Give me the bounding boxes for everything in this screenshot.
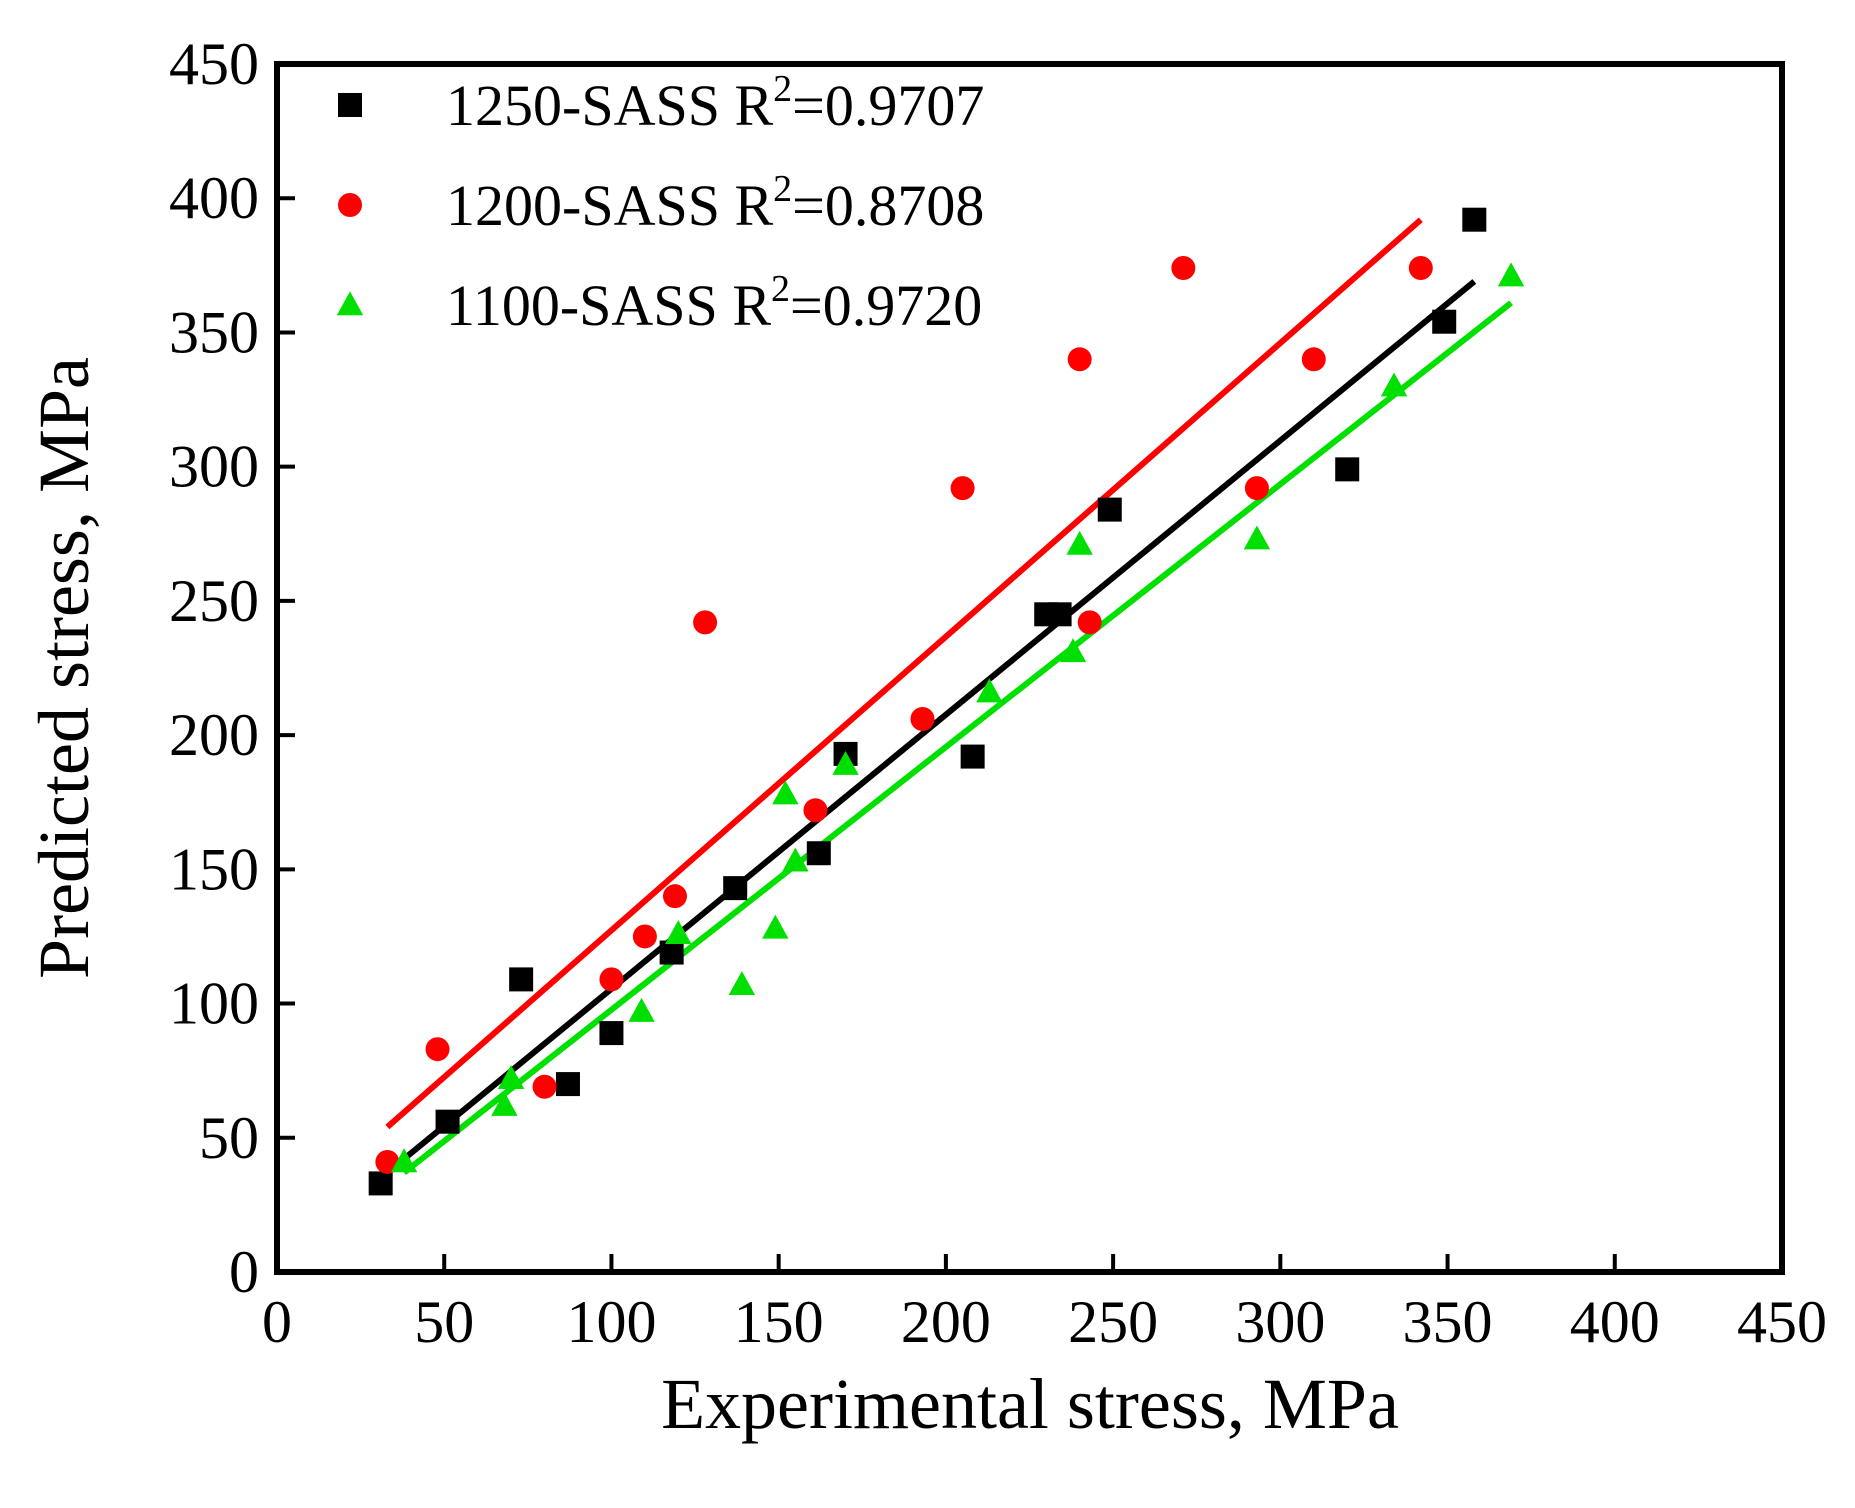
square-data-point [1335, 457, 1360, 482]
y-tick-label: 50 [199, 1105, 259, 1171]
legend-marker-circle [338, 193, 362, 217]
x-tick-label: 250 [1068, 1289, 1158, 1355]
triangle-data-point [491, 1091, 518, 1116]
legend-marker-triangle [336, 291, 364, 316]
triangle-data-point [1059, 638, 1087, 663]
x-tick-label: 450 [1737, 1289, 1827, 1355]
triangle-data-point [976, 678, 1003, 703]
circle-data-point [1301, 347, 1326, 372]
circle-data-point [910, 707, 935, 732]
circle-data-point [1244, 476, 1269, 501]
triangle-data-point [665, 920, 692, 945]
square-data-point [806, 841, 831, 866]
x-tick-label: 300 [1235, 1289, 1325, 1355]
circle-data-point [1067, 347, 1092, 372]
circle-data-point [662, 884, 687, 909]
x-tick-label: 100 [566, 1289, 656, 1355]
legend-r2-value: =0.9707 [792, 73, 984, 138]
x-axis-title: Experimental stress, MPa [661, 1364, 1399, 1444]
circle-data-point [425, 1037, 450, 1062]
square-data-point [659, 940, 684, 965]
square-data-point [435, 1109, 460, 1134]
x-tick-label: 0 [262, 1289, 292, 1355]
triangle-data-point [497, 1065, 525, 1089]
axis-ticks: 0 50 100 150 200 250 300 350 400 450 0 50 100 150 200 2… [169, 31, 1827, 1355]
triangle-data-point [728, 971, 756, 996]
circle-data-point [1077, 610, 1102, 635]
y-tick-label: 400 [169, 165, 259, 231]
legend-label: 1100-SASS R2=0.9720 [446, 268, 982, 338]
triangle-data-point [1066, 530, 1093, 555]
y-tick-label: 450 [169, 31, 259, 97]
legend-r2-value: =0.8708 [792, 173, 984, 238]
square-data-point [960, 744, 985, 769]
triangle-data-point [628, 997, 655, 1022]
square-data-point [1047, 602, 1072, 627]
y-axis-title: Predicted stress, MPa [24, 357, 104, 979]
triangle-data-point [782, 847, 809, 872]
x-tick-label: 150 [734, 1289, 824, 1355]
square-data-point [723, 876, 748, 901]
legend-series-name: 1100-SASS R [446, 273, 771, 338]
triangle-data-point [762, 914, 789, 939]
legend-r2-value: =0.9720 [790, 273, 982, 338]
x-tick-label: 350 [1403, 1289, 1493, 1355]
fit-lines [378, 217, 1513, 1181]
triangle-data-point [1380, 372, 1408, 397]
x-tick-label: 200 [901, 1289, 991, 1355]
square-data-point [509, 967, 534, 992]
legend-marker-square [338, 93, 362, 117]
legend-r2-superscript: 2 [773, 168, 792, 210]
circle-data-point [632, 924, 657, 949]
y-tick-label: 250 [169, 568, 259, 634]
circle-series-fit-line [385, 217, 1423, 1130]
legend-r2-superscript: 2 [771, 268, 790, 310]
square-data-point [1462, 207, 1487, 232]
circle-data-point [693, 610, 718, 635]
y-tick-label: 300 [169, 434, 259, 500]
data-points [368, 207, 1525, 1196]
triangle-data-point [1243, 525, 1271, 550]
legend-r2-superscript: 2 [773, 68, 792, 110]
circle-data-point [803, 798, 828, 823]
square-data-point [1432, 309, 1457, 334]
legend-series-name: 1200-SASS R [446, 173, 773, 238]
legend-series-name: 1250-SASS R [446, 73, 773, 138]
triangle-data-point [832, 750, 859, 775]
square-data-point [555, 1072, 580, 1097]
plot-frame [274, 61, 1785, 1275]
circle-data-point [1408, 256, 1433, 281]
x-tick-label: 400 [1570, 1289, 1660, 1355]
circle-data-point [599, 967, 624, 992]
triangle-data-point [390, 1148, 418, 1173]
legend-label: 1200-SASS R2=0.8708 [446, 168, 984, 238]
y-tick-label: 350 [169, 299, 259, 365]
x-tick-label: 50 [414, 1289, 474, 1355]
y-tick-label: 100 [169, 971, 259, 1037]
y-tick-label: 0 [229, 1239, 259, 1305]
legend-label: 1250-SASS R2=0.9707 [446, 68, 984, 138]
circle-data-point [1171, 256, 1196, 281]
circle-data-point [950, 476, 975, 501]
y-tick-label: 200 [169, 702, 259, 768]
circle-data-point [532, 1074, 557, 1099]
triangle-data-point [772, 780, 799, 805]
triangle-series-fit-line [402, 300, 1513, 1176]
triangle-data-point [1497, 262, 1525, 287]
square-data-point [1097, 497, 1122, 522]
square-data-point [368, 1171, 393, 1196]
y-tick-label: 150 [169, 836, 259, 902]
square-data-point [599, 1021, 624, 1046]
